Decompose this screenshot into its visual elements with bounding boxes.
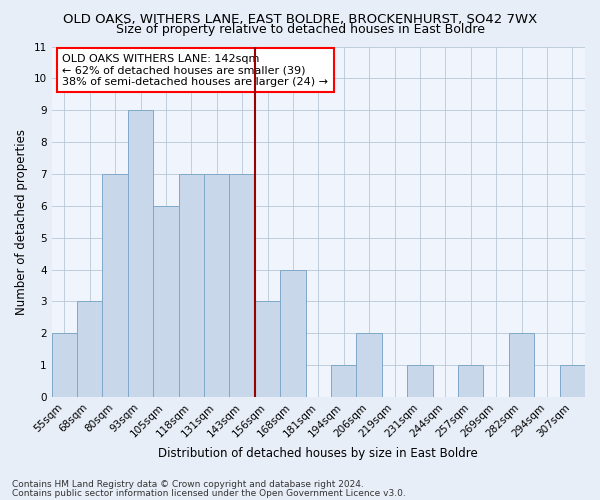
Bar <box>153 206 179 397</box>
Text: OLD OAKS WITHERS LANE: 142sqm
← 62% of detached houses are smaller (39)
38% of s: OLD OAKS WITHERS LANE: 142sqm ← 62% of d… <box>62 54 328 86</box>
Bar <box>560 365 585 397</box>
Bar <box>128 110 153 397</box>
Bar <box>229 174 255 397</box>
Bar <box>331 365 356 397</box>
X-axis label: Distribution of detached houses by size in East Boldre: Distribution of detached houses by size … <box>158 447 478 460</box>
Bar <box>407 365 433 397</box>
Bar <box>204 174 229 397</box>
Bar <box>77 302 103 397</box>
Bar <box>280 270 305 397</box>
Text: Size of property relative to detached houses in East Boldre: Size of property relative to detached ho… <box>115 22 485 36</box>
Bar <box>458 365 484 397</box>
Y-axis label: Number of detached properties: Number of detached properties <box>15 128 28 314</box>
Text: Contains public sector information licensed under the Open Government Licence v3: Contains public sector information licen… <box>12 488 406 498</box>
Bar <box>103 174 128 397</box>
Text: Contains HM Land Registry data © Crown copyright and database right 2024.: Contains HM Land Registry data © Crown c… <box>12 480 364 489</box>
Bar <box>356 333 382 397</box>
Bar <box>255 302 280 397</box>
Bar <box>179 174 204 397</box>
Text: OLD OAKS, WITHERS LANE, EAST BOLDRE, BROCKENHURST, SO42 7WX: OLD OAKS, WITHERS LANE, EAST BOLDRE, BRO… <box>63 12 537 26</box>
Bar <box>52 333 77 397</box>
Bar <box>509 333 534 397</box>
